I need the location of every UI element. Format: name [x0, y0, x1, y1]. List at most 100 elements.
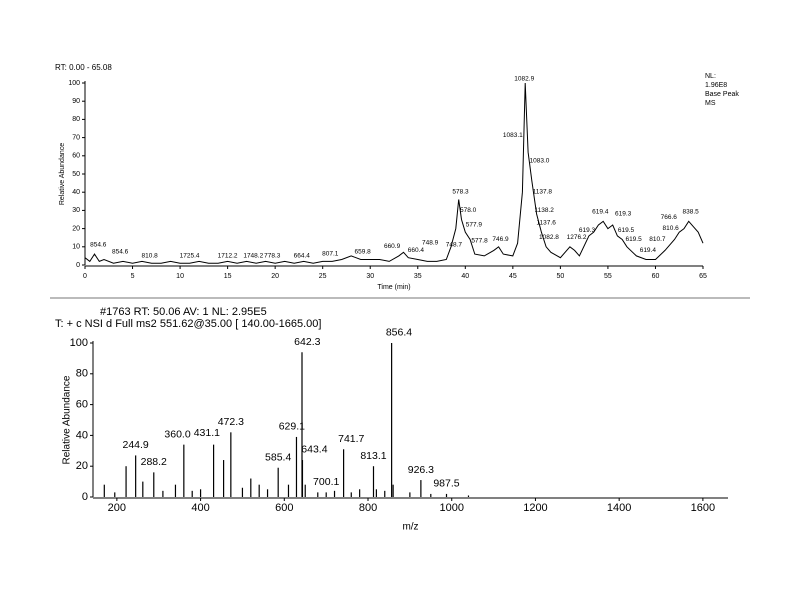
- peak-label: 741.7: [338, 433, 364, 445]
- x-tick-label: 20: [271, 273, 279, 280]
- x-tick-label: 45: [509, 273, 517, 280]
- info-text: Base Peak: [705, 91, 739, 98]
- peak-label: 360.0: [164, 428, 190, 440]
- peak-label: 813.1: [360, 450, 386, 462]
- peak-label: 244.9: [123, 439, 149, 451]
- x-tick-label: 15: [224, 273, 232, 280]
- x-tick-label: 25: [319, 273, 327, 280]
- x-tick-label: 1600: [691, 502, 715, 514]
- y-tick-label: 40: [76, 429, 88, 441]
- x-tick-label: 1400: [607, 502, 631, 514]
- peak-label: 619.3: [615, 210, 632, 217]
- x-tick-label: 200: [108, 502, 126, 514]
- peak-label: 642.3: [294, 336, 320, 348]
- x-tick-label: 55: [604, 273, 612, 280]
- y-tick-label: 30: [72, 207, 80, 214]
- x-tick-label: 800: [359, 502, 377, 514]
- peak-label: 619.4: [640, 247, 657, 254]
- x-tick-label: 0: [83, 273, 87, 280]
- y-tick-label: 60: [72, 153, 80, 160]
- peak-label: 810.6: [663, 225, 680, 232]
- x-tick-label: 30: [366, 273, 374, 280]
- y-tick-label: 50: [72, 171, 80, 178]
- peak-label: 856.4: [386, 327, 412, 339]
- x-axis-label: Time (min): [377, 284, 410, 291]
- peak-label: 1137.8: [533, 189, 553, 196]
- peak-label: 1276.2: [567, 234, 587, 241]
- peak-label: 1083.1: [503, 132, 523, 139]
- peak-label: 629.1: [279, 421, 305, 433]
- peak-label: 748.9: [422, 240, 439, 247]
- peak-label: 660.4: [408, 247, 425, 254]
- x-tick-label: 65: [699, 273, 707, 280]
- peak-label: 807.1: [322, 250, 339, 257]
- peak-label: 926.3: [408, 464, 434, 476]
- peak-label: 585.4: [265, 451, 291, 463]
- peak-label: 643.4: [301, 444, 327, 456]
- peak-label: 1712.2: [218, 252, 238, 259]
- peak-label: 619.5: [618, 227, 635, 234]
- peak-label: 1748.2: [243, 252, 263, 259]
- peak-label: 578.3: [452, 189, 469, 196]
- peak-label: 746.9: [492, 236, 509, 243]
- peak-label: 778.3: [264, 252, 281, 259]
- y-tick-label: 20: [72, 225, 80, 232]
- x-tick-label: 40: [461, 273, 469, 280]
- y-axis-label: Relative Abundance: [59, 143, 66, 205]
- x-tick-label: 35: [414, 273, 422, 280]
- x-tick-label: 10: [176, 273, 184, 280]
- trace: [84, 82, 704, 264]
- y-tick-label: 90: [72, 98, 80, 105]
- info-text: MS: [705, 100, 716, 107]
- x-tick-label: 1200: [523, 502, 547, 514]
- x-tick-label: 50: [556, 273, 564, 280]
- peak-label: 810.7: [649, 236, 666, 243]
- peak-label: 1082.9: [514, 76, 534, 83]
- y-tick-label: 80: [76, 368, 88, 380]
- peak-label: 766.6: [661, 214, 678, 221]
- peak-label: 1137.6: [536, 219, 556, 226]
- peak-label: 1082.8: [539, 234, 559, 241]
- x-tick-label: 60: [652, 273, 660, 280]
- peak-label: 1083.0: [530, 158, 550, 165]
- x-tick-label: 5: [131, 273, 135, 280]
- x-tick-label: 1000: [439, 502, 463, 514]
- peak-label: 577.8: [471, 238, 488, 245]
- peak-label: 987.5: [433, 478, 459, 490]
- y-tick-label: 70: [72, 134, 80, 141]
- peak-label: 748.7: [446, 241, 463, 248]
- y-tick-label: 20: [76, 460, 88, 472]
- peak-label: 838.5: [682, 209, 699, 216]
- y-tick-label: 0: [76, 262, 80, 269]
- peak-label: 577.9: [466, 221, 483, 228]
- info-text: 1.96E8: [705, 82, 727, 89]
- y-axis-label: Relative Abundance: [62, 375, 73, 464]
- x-axis-label: m/z: [402, 522, 418, 533]
- y-tick-label: 40: [72, 189, 80, 196]
- y-tick-label: 10: [72, 244, 80, 251]
- chart-title: RT: 0.00 - 65.08: [55, 63, 112, 72]
- peak-label: 664.4: [294, 252, 311, 259]
- peak-label: 288.2: [141, 456, 167, 468]
- peak-label: 619.5: [625, 236, 642, 243]
- peak-label: 619.3: [579, 227, 596, 234]
- y-tick-label: 60: [76, 399, 88, 411]
- y-tick-label: 100: [68, 80, 80, 87]
- peak-label: 660.9: [384, 243, 401, 250]
- peak-label: 854.6: [112, 249, 129, 256]
- peak-label: 431.1: [194, 427, 220, 439]
- peak-label: 659.8: [354, 249, 371, 256]
- x-tick-label: 600: [275, 502, 293, 514]
- peak-label: 619.4: [592, 209, 609, 216]
- peak-label: 578.0: [460, 207, 477, 214]
- header-text: T: + c NSI d Full ms2 551.62@35.00 [ 140…: [55, 318, 321, 330]
- peak-label: 854.6: [90, 241, 107, 248]
- peak-label: 1725.4: [180, 252, 200, 259]
- header-text: #1763 RT: 50.06 AV: 1 NL: 2.95E5: [100, 306, 267, 318]
- peak-label: 1138.2: [535, 207, 555, 214]
- info-text: NL:: [705, 73, 716, 80]
- y-tick-label: 80: [72, 116, 80, 123]
- y-tick-label: 0: [82, 491, 88, 503]
